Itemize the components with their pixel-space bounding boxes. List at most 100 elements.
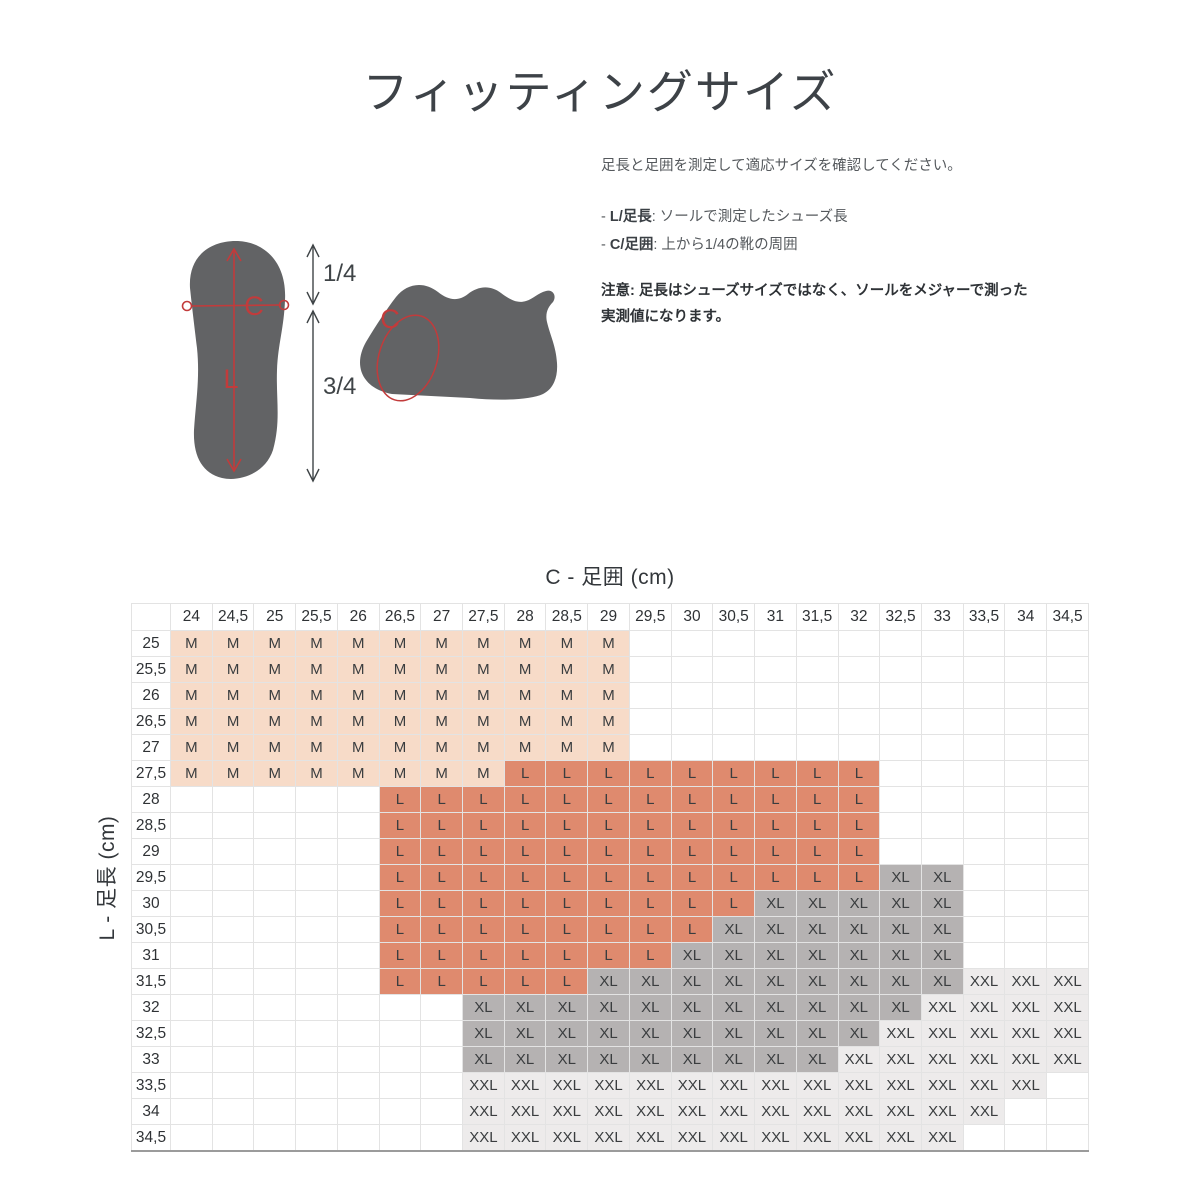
fraction-top-label: 1/4 (323, 260, 356, 287)
table-row: 26 M M M M M M M M M M M (131, 682, 1089, 709)
shoe-girth-ellipse (376, 314, 440, 402)
size-cell-m: M (378, 682, 422, 709)
size-cell-xl: XL (712, 942, 756, 969)
size-cell-empty (1046, 1072, 1089, 1099)
size-cell-l: L (670, 812, 714, 839)
size-cell-empty (253, 942, 297, 969)
size-cell-m: M (211, 760, 255, 787)
size-cell-m: M (545, 708, 589, 735)
size-cell-empty (378, 1072, 422, 1099)
size-cell-l: L (587, 812, 630, 839)
size-cell-empty (211, 864, 255, 891)
size-cell-empty (295, 1072, 338, 1099)
size-cell-empty (1046, 838, 1089, 865)
size-cell-empty (754, 682, 797, 709)
size-cell-l: L (795, 786, 839, 813)
size-cell-l: L (628, 786, 672, 813)
size-cell-empty (170, 1072, 213, 1099)
size-cell-empty (879, 708, 922, 735)
legend-desc: : ソールで測定したシューズ長 (651, 209, 848, 225)
col-header: 29,5 (628, 603, 672, 631)
table-row: 34,5 XXL XXL XXL XXL XXL XXL XXL XXL XXL XXL XXL XXL (131, 1124, 1089, 1152)
size-cell-empty (253, 1098, 297, 1125)
col-header: 25,5 (295, 603, 338, 631)
size-cell-l: L (503, 786, 547, 813)
size-cell-xl: XL (879, 864, 922, 891)
size-cell-empty (336, 1098, 380, 1125)
row-header: 25 (131, 630, 171, 657)
legend-prefix: - (601, 237, 610, 253)
size-cell-m: M (462, 682, 505, 709)
size-cell-l: L (712, 812, 756, 839)
size-cell-empty (795, 630, 839, 657)
size-cell-empty (170, 1046, 213, 1073)
size-cell-xl: XL (545, 994, 589, 1021)
size-cell-empty (920, 656, 964, 683)
size-cell-xxl: XXL (1046, 1020, 1089, 1047)
size-cell-empty (795, 682, 839, 709)
size-cell-xl: XL (754, 994, 797, 1021)
size-cell-m: M (211, 708, 255, 735)
size-cell-l: L (628, 942, 672, 969)
size-cell-xxl: XXL (1046, 994, 1089, 1021)
size-cell-xxl: XXL (879, 1020, 922, 1047)
col-header: 26,5 (378, 603, 422, 631)
size-cell-empty (962, 786, 1006, 813)
size-cell-m: M (503, 630, 547, 657)
size-cell-m: M (211, 734, 255, 761)
size-cell-m: M (295, 734, 338, 761)
size-cell-empty (962, 812, 1006, 839)
row-header: 32,5 (131, 1020, 171, 1047)
size-cell-xl: XL (712, 916, 756, 943)
col-header: 28 (503, 603, 547, 631)
size-cell-m: M (295, 630, 338, 657)
size-cell-xl: XL (879, 942, 922, 969)
row-header: 34 (131, 1098, 171, 1125)
table-row: 28,5 L L L L L L L L L L L L (131, 812, 1089, 839)
size-cell-empty (336, 916, 380, 943)
size-cell-empty (920, 630, 964, 657)
col-header: 27 (420, 603, 464, 631)
size-cell-empty (253, 1072, 297, 1099)
size-cell-l: L (545, 968, 589, 995)
col-header: 34,5 (1046, 603, 1089, 631)
size-cell-m: M (420, 760, 464, 787)
size-cell-l: L (545, 942, 589, 969)
size-cell-empty (879, 734, 922, 761)
size-cell-empty (1046, 760, 1089, 787)
fraction-bottom-label: 3/4 (323, 373, 356, 400)
size-cell-empty (336, 1124, 380, 1152)
row-header: 26 (131, 682, 171, 709)
size-cell-empty (295, 838, 338, 865)
size-cell-empty (295, 1098, 338, 1125)
size-cell-empty (295, 942, 338, 969)
size-cell-m: M (378, 630, 422, 657)
size-cell-l: L (670, 786, 714, 813)
size-cell-empty (295, 786, 338, 813)
size-cell-empty (837, 734, 881, 761)
col-header: 26 (336, 603, 380, 631)
size-cell-xl: XL (837, 916, 881, 943)
size-cell-xl: XL (920, 864, 964, 891)
size-cell-empty (712, 630, 756, 657)
size-cell-empty (962, 656, 1006, 683)
size-cell-m: M (336, 734, 380, 761)
size-cell-xxl: XXL (545, 1072, 589, 1099)
size-cell-empty (1004, 916, 1048, 943)
size-cell-empty (920, 838, 964, 865)
size-cell-xl: XL (920, 916, 964, 943)
legend-term: L/足長 (609, 209, 652, 225)
size-cell-empty (879, 630, 922, 657)
size-cell-m: M (545, 630, 589, 657)
row-header: 29,5 (131, 864, 171, 891)
size-cell-empty (795, 708, 839, 735)
size-cell-xl: XL (795, 968, 839, 995)
size-cell-empty (295, 916, 338, 943)
size-cell-l: L (587, 942, 630, 969)
size-cell-l: L (462, 786, 505, 813)
size-cell-m: M (211, 682, 255, 709)
size-cell-empty (253, 994, 297, 1021)
col-header: 30,5 (712, 603, 756, 631)
size-cell-empty (211, 1098, 255, 1125)
size-cell-xxl: XXL (920, 1124, 964, 1152)
